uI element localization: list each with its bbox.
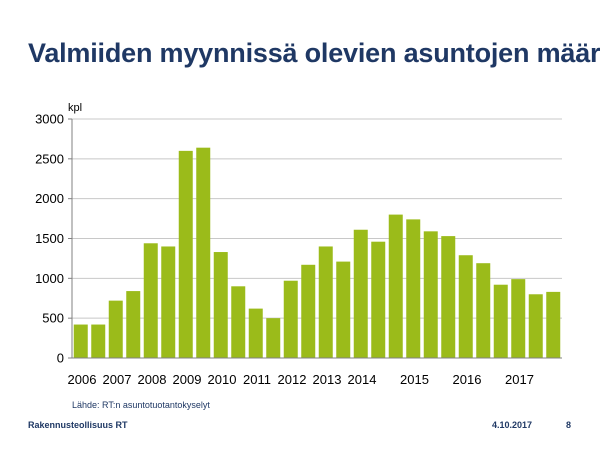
bar bbox=[388, 214, 403, 358]
bar bbox=[266, 318, 281, 358]
bar bbox=[283, 280, 298, 358]
x-tick-label: 2012 bbox=[278, 372, 307, 387]
bar bbox=[336, 261, 351, 358]
footer-date: 4.10.2017 bbox=[492, 420, 533, 430]
bar bbox=[196, 147, 211, 358]
bar bbox=[441, 236, 456, 358]
bar bbox=[143, 243, 158, 358]
bar bbox=[213, 252, 228, 358]
bar-series bbox=[73, 147, 561, 358]
y-axis-unit-label: kpl bbox=[68, 102, 82, 114]
bar bbox=[458, 255, 473, 358]
x-tick-label: 2017 bbox=[505, 372, 534, 387]
bar bbox=[353, 229, 368, 358]
tick-labels: 0 500 1000 1500 2000 2500 3000 2006 2007 2008 2009… bbox=[35, 112, 534, 388]
bar bbox=[73, 324, 88, 358]
x-tick-label: 2014 bbox=[348, 372, 377, 387]
y-tick-label: 500 bbox=[42, 311, 64, 326]
footer-organization: Rakennusteollisuus RT bbox=[28, 420, 128, 430]
slide-title: Valmiiden myynnissä olevien asuntojen mä… bbox=[28, 38, 600, 68]
bar bbox=[301, 264, 316, 358]
bar bbox=[161, 246, 176, 358]
x-tick-label: 2008 bbox=[138, 372, 167, 387]
y-tick-label: 1500 bbox=[35, 231, 64, 246]
bar bbox=[248, 308, 263, 358]
bar bbox=[231, 286, 246, 358]
bar bbox=[406, 219, 421, 358]
y-tick-label: 1000 bbox=[35, 271, 64, 286]
bar bbox=[371, 241, 386, 358]
bar bbox=[546, 291, 561, 358]
bar bbox=[91, 324, 106, 358]
axes bbox=[68, 118, 562, 359]
bar bbox=[318, 246, 333, 358]
x-tick-label: 2015 bbox=[400, 372, 429, 387]
bar bbox=[528, 294, 543, 358]
y-tick-label: 2500 bbox=[35, 151, 64, 166]
x-tick-label: 2016 bbox=[453, 372, 482, 387]
x-tick-label: 2009 bbox=[173, 372, 202, 387]
x-tick-label: 2013 bbox=[313, 372, 342, 387]
y-tick-label: 0 bbox=[57, 351, 64, 366]
bar bbox=[511, 279, 526, 358]
page-number: 8 bbox=[566, 420, 572, 430]
bar bbox=[108, 300, 123, 358]
bar bbox=[476, 263, 491, 358]
x-tick-label: 2011 bbox=[243, 372, 271, 387]
y-tick-label: 3000 bbox=[35, 112, 64, 127]
source-note: Lähde: RT:n asuntotuotantokyselyt bbox=[72, 400, 210, 410]
bar bbox=[493, 284, 508, 358]
bar bbox=[423, 231, 438, 358]
x-tick-label: 2006 bbox=[68, 372, 97, 387]
bar bbox=[126, 291, 141, 358]
x-tick-label: 2010 bbox=[208, 372, 237, 387]
bar bbox=[178, 150, 193, 358]
x-tick-label: 2007 bbox=[103, 372, 132, 387]
y-tick-label: 2000 bbox=[35, 191, 64, 206]
